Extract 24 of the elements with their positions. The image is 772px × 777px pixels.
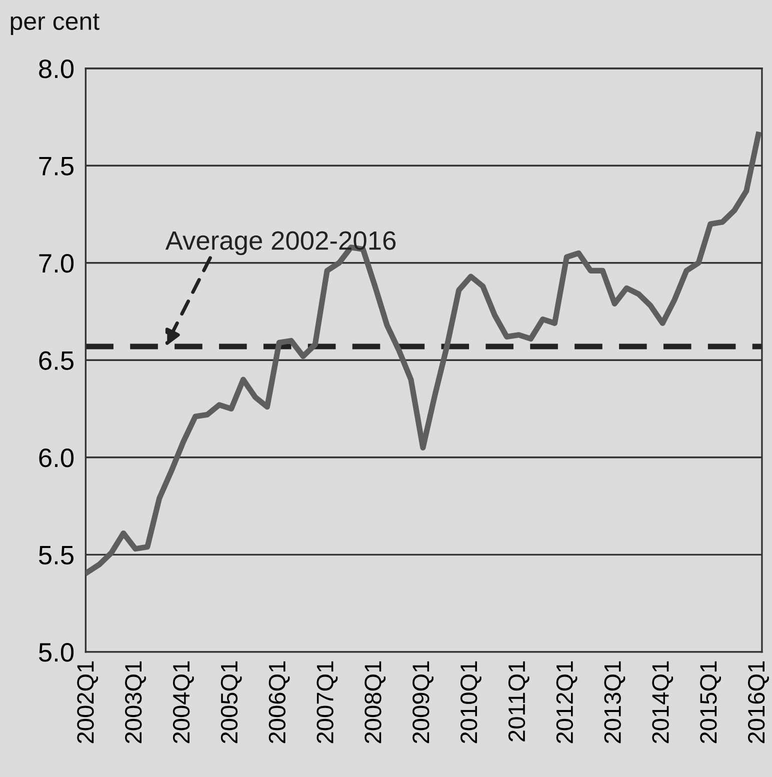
x-tick-label: 2005Q1 bbox=[220, 661, 242, 744]
x-tick-label: 2015Q1 bbox=[700, 661, 722, 744]
x-tick-label: 2013Q1 bbox=[604, 661, 626, 744]
x-tick-label: 2014Q1 bbox=[652, 661, 674, 744]
y-tick-label: 6.5 bbox=[39, 351, 74, 370]
x-tick-label: 2008Q1 bbox=[364, 661, 386, 744]
y-tick-label: 5.5 bbox=[38, 546, 74, 564]
x-tick-label: 2009Q1 bbox=[412, 661, 434, 744]
y-tick-label: 8.0 bbox=[39, 60, 74, 78]
x-tick-label: 2007Q1 bbox=[316, 661, 338, 744]
y-tick-label: 6.0 bbox=[39, 448, 74, 468]
x-tick-label: 2012Q1 bbox=[556, 661, 578, 744]
y-tick-label: 7.0 bbox=[39, 254, 74, 273]
x-tick-label: 2006Q1 bbox=[268, 661, 290, 744]
x-tick-label: 2010Q1 bbox=[460, 661, 482, 744]
ref-line-label: Average 2002-2016 bbox=[165, 231, 396, 256]
x-tick-label: 2003Q1 bbox=[125, 661, 146, 744]
x-tick-label: 2002Q1 bbox=[77, 661, 98, 744]
y-tick-label: 7.5 bbox=[39, 157, 74, 176]
x-tick-label: 2011Q1 bbox=[508, 661, 530, 742]
y-axis-title: per cent bbox=[10, 14, 100, 35]
y-tick-label: 5.0 bbox=[38, 643, 74, 662]
x-tick-label: 2004Q1 bbox=[172, 661, 194, 744]
x-tick-label: 2016Q1 bbox=[748, 661, 769, 744]
